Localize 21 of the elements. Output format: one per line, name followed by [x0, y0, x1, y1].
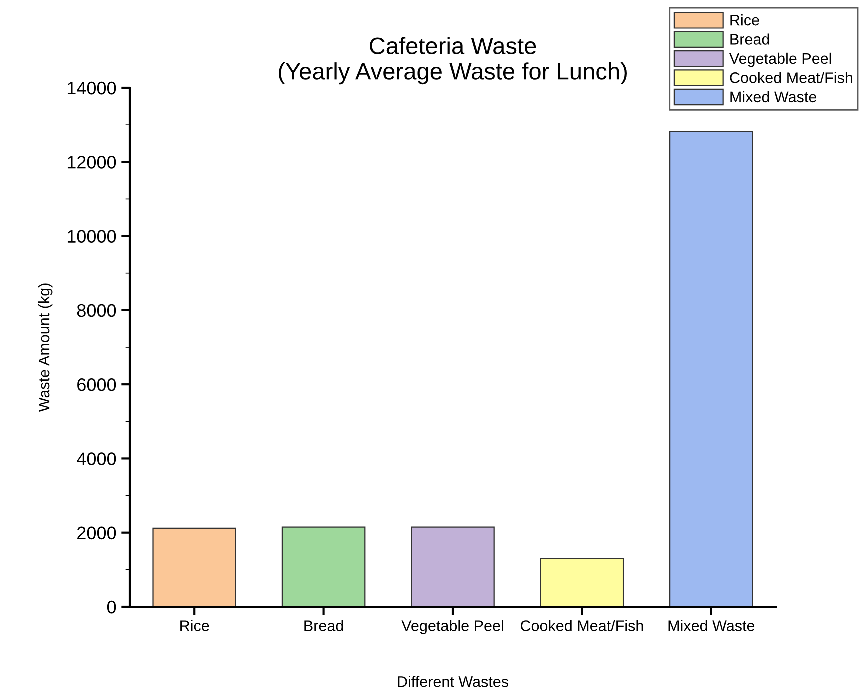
y-tick-label: 10000 — [68, 230, 116, 244]
x-axis-title: Different Wastes — [398, 676, 508, 688]
y-axis-title: Waste Amount (kg) — [38, 284, 53, 412]
y-tick-label: 6000 — [78, 378, 116, 392]
y-tick-label: 12000 — [68, 156, 116, 169]
y-tick-label: 2000 — [78, 526, 116, 540]
x-tick-label: Bread — [304, 620, 344, 632]
x-tick-label: Rice — [180, 620, 210, 632]
y-tick-label: 8000 — [77, 304, 116, 318]
y-tick-label: 14000 — [68, 82, 116, 95]
y-tick-label: 0 — [107, 600, 116, 614]
legend-label: Bread — [730, 34, 770, 45]
x-tick-label: Cooked Meat/Fish — [520, 620, 644, 632]
x-tick-label: Mixed Waste — [668, 620, 755, 632]
legend-label: Cooked Meat/Fish — [730, 72, 852, 84]
legend-label: Vegetable Peel — [730, 52, 832, 68]
legend-label: Rice — [730, 14, 760, 26]
chart-title: Cafeteria Waste (Yearly Average Waste for Lunch) — [279, 37, 627, 85]
x-tick-label: Vegetable Peel — [402, 620, 504, 634]
legend-label: Mixed Waste — [730, 91, 816, 103]
y-tick-label: 4000 — [77, 452, 116, 466]
